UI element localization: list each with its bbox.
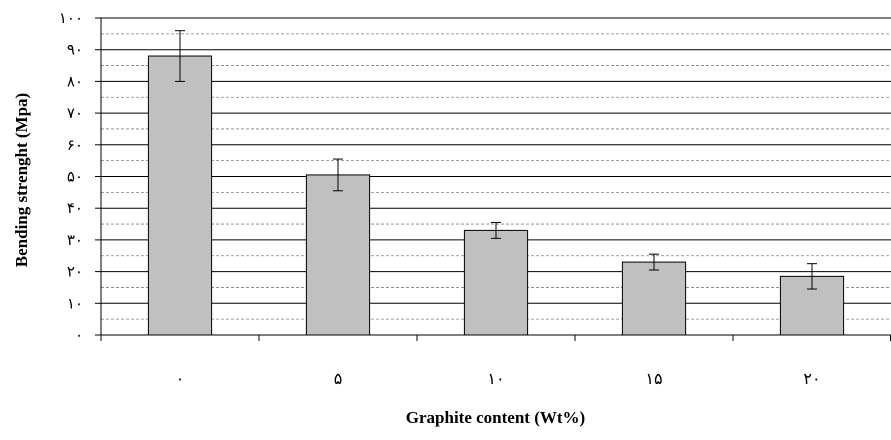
axes bbox=[95, 17, 891, 341]
y-tick-label: ٧٠ bbox=[67, 106, 83, 122]
bar bbox=[463, 229, 529, 336]
bar bbox=[621, 261, 687, 336]
x-tick-label: ۵ bbox=[334, 371, 343, 388]
y-tick-label: ١٠٠ bbox=[59, 11, 83, 27]
x-tick-label: ٠ bbox=[176, 371, 185, 388]
y-tick-label: ٣٠ bbox=[67, 233, 83, 249]
y-axis-title: Bending strenght (Mpa) bbox=[12, 92, 31, 268]
y-tick-label: ٠ bbox=[75, 328, 83, 344]
error-bars bbox=[175, 30, 817, 290]
bar bbox=[147, 55, 213, 336]
x-tick-label: ٢٠ bbox=[803, 371, 820, 388]
y-tick-label: ۵٠ bbox=[67, 170, 83, 186]
y-tick-labels: ٠ ١٠ ٢٠ ٣٠ ۴٠ ۵٠ ۶٠ ٧٠ ٨٠ ٩٠ ١٠٠ bbox=[59, 11, 83, 344]
y-tick-label: ٩٠ bbox=[67, 43, 83, 59]
y-tick-label: ۴٠ bbox=[67, 201, 83, 217]
x-tick-labels: ٠ ۵ ١٠ ١۵ ٢٠ bbox=[176, 371, 821, 388]
bars bbox=[147, 55, 845, 336]
y-tick-label: ١٠ bbox=[67, 296, 83, 312]
y-tick-label: ۶٠ bbox=[67, 138, 83, 154]
y-tick-label: ٨٠ bbox=[67, 74, 83, 90]
x-tick-label: ١۵ bbox=[645, 371, 662, 388]
x-axis-title: Graphite content (Wt%) bbox=[405, 408, 586, 427]
bar bbox=[305, 174, 371, 336]
y-tick-label: ٢٠ bbox=[67, 265, 83, 281]
x-tick-label: ١٠ bbox=[487, 371, 504, 388]
